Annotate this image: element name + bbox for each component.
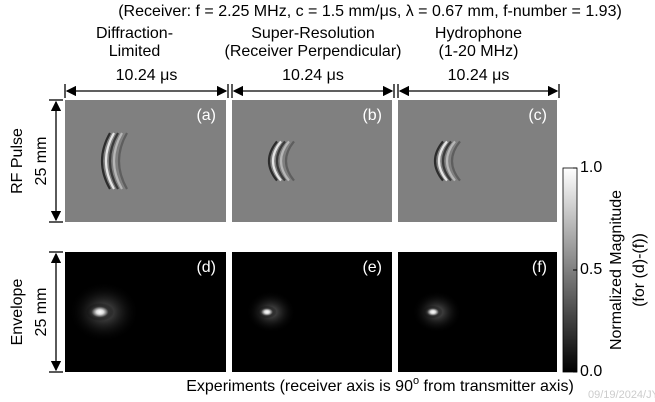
column-span-label: 10.24 μs [116,67,178,84]
panel-bg [65,100,226,222]
column-span-label: 10.24 μs [282,67,344,84]
column-header: Limited [109,43,161,60]
row-span-label: 25 mm [33,137,50,186]
wavefront [441,140,452,182]
focal-spot [257,305,277,319]
panel-content [232,100,392,222]
wavefront [112,132,123,190]
footer-caption: Experiments (receiver axis is 90o from t… [186,375,574,395]
wavefront [104,132,115,190]
panel-letter: (a) [196,107,216,124]
panel-content [232,252,392,372]
panel-content [398,252,557,372]
wavefront [279,140,290,182]
image-panel: (d) [65,252,226,372]
row-label: RF Pulse [9,128,26,194]
colorbar-tick-label: 0.5 [580,261,602,278]
image-panel: (b) [232,100,392,222]
panel-letter: (f) [532,259,547,276]
colorbar-label: Normalized Magnitude [608,190,625,350]
column-header: Diffraction- [96,25,173,42]
column-header: Hydrophone [435,25,522,42]
column-header: (1-20 MHz) [438,43,518,60]
wavefront [100,132,111,190]
wavefront [267,140,278,182]
image-panel: (a) [65,100,226,222]
image-panel: (c) [398,100,557,222]
panel-content [65,100,226,222]
focal-spot [86,303,114,321]
panel-letter: (b) [362,107,382,124]
column-span-label: 10.24 μs [448,67,510,84]
row-span-label: 25 mm [33,288,50,337]
wavefront [450,140,461,182]
column-header: (Receiver Perpendicular) [225,43,402,60]
wavefront [108,132,119,190]
colorbar-sublabel: (for (d)-(f)) [631,233,648,307]
wavefront [445,140,456,182]
colorbar-tick-label: 0.0 [580,363,602,380]
panel-letter: (e) [362,259,382,276]
row-label: Envelope [9,279,26,346]
watermark: 09/19/2024/JYI [588,389,655,401]
wavefront [275,140,286,182]
panel-bg [232,100,392,222]
image-panel: (f) [398,252,557,372]
wavefront [117,132,128,190]
colorbar-tick-label: 1.0 [580,159,602,176]
wavefront [284,140,295,182]
figure-title: (Receiver: f = 2.25 MHz, c = 1.5 mm/μs, … [118,3,622,20]
wavefront [433,140,444,182]
wavefront [437,140,448,182]
wavefront [271,140,282,182]
image-panel: (e) [232,252,392,372]
panel-bg [398,100,557,222]
focal-spot [423,305,443,319]
panel-letter: (c) [528,107,547,124]
panel-letter: (d) [196,259,216,276]
panel-content [65,252,226,372]
column-header: Super-Resolution [251,25,375,42]
panel-content [398,100,557,222]
